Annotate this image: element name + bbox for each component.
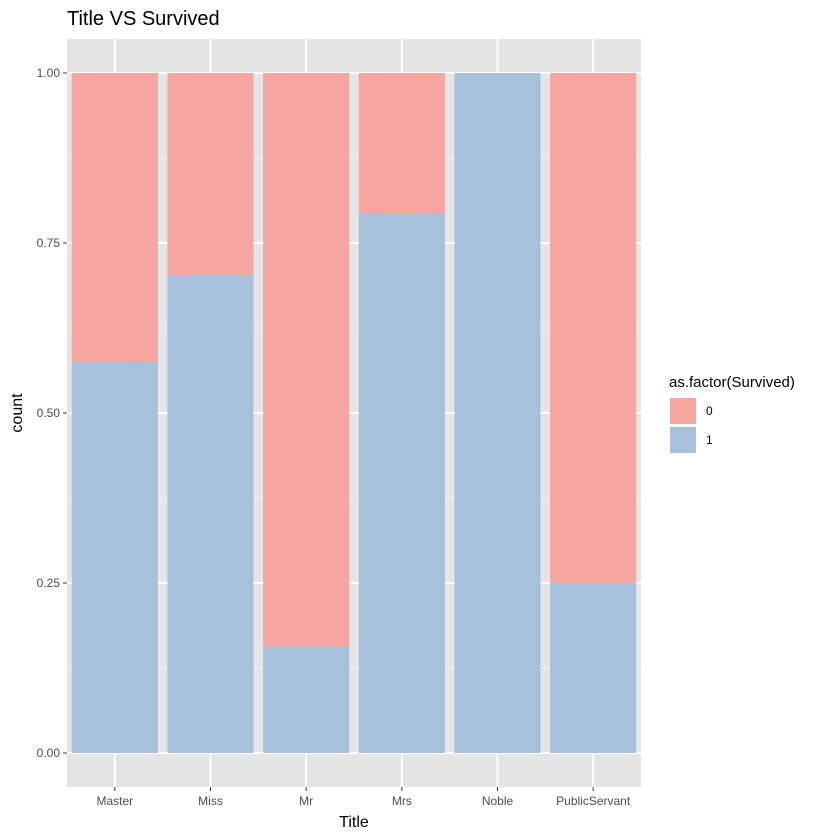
x-tick-label: Miss — [198, 794, 223, 808]
y-tick-label: 0.50 — [37, 406, 61, 420]
chart-title: Title VS Survived — [67, 8, 220, 30]
y-tick-label: 0.75 — [37, 236, 61, 250]
bar-segment-miss-survived-1 — [167, 274, 254, 753]
legend-label-0: 0 — [706, 404, 713, 418]
legend-swatch-0 — [670, 398, 696, 424]
y-axis: 0.00 0.25 0.50 0.75 1.00 — [37, 66, 67, 760]
bars — [71, 73, 637, 753]
bar-segment-publicservant-survived-1 — [550, 583, 637, 753]
y-tick-label: 0.25 — [37, 576, 61, 590]
bar-segment-master-survived-0 — [71, 73, 158, 362]
bar-segment-publicservant-survived-0 — [550, 73, 637, 583]
bar-segment-mr-survived-0 — [263, 73, 350, 647]
x-tick-label: Mr — [299, 794, 313, 808]
y-tick-label: 0.00 — [37, 746, 61, 760]
x-axis-title: Title — [339, 814, 369, 831]
bar-segment-mr-survived-1 — [263, 646, 350, 753]
x-tick-label: PublicServant — [556, 794, 631, 808]
legend-title: as.factor(Survived) — [669, 374, 795, 391]
x-axis: Master Miss Mr Mrs Noble PublicServant — [96, 787, 631, 808]
bar-segment-noble-survived-1 — [454, 73, 541, 753]
bar-segment-master-survived-1 — [71, 362, 158, 753]
y-tick-label: 1.00 — [37, 66, 61, 80]
legend-swatch-1 — [670, 427, 696, 453]
x-tick-label: Mrs — [392, 794, 412, 808]
legend-label-1: 1 — [706, 433, 713, 447]
bar-segment-mrs-survived-1 — [358, 213, 445, 753]
bar-segment-miss-survived-0 — [167, 73, 254, 275]
legend: as.factor(Survived) 0 1 — [669, 374, 795, 453]
y-axis-title: count — [9, 393, 26, 433]
x-tick-label: Master — [96, 794, 133, 808]
x-tick-label: Noble — [482, 794, 514, 808]
bar-segment-mrs-survived-0 — [358, 73, 445, 214]
